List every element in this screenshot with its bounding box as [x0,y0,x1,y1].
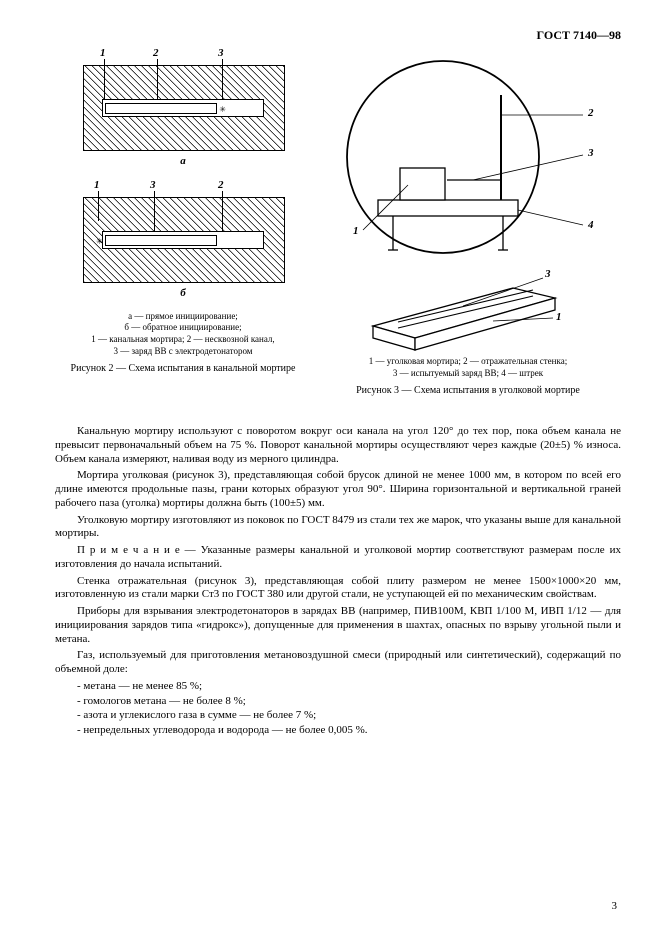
fig3-circle: 2 3 4 1 [333,55,603,260]
para: Мортира уголковая (рисунок 3), представл… [55,469,621,510]
sub-b: б [180,287,186,301]
para: Канальную мортиру используют с поворотом… [55,425,621,466]
fig2-legend: а — прямое инициирование; б — обратное и… [91,311,274,358]
body-text: Канальную мортиру используют с поворотом… [55,425,621,738]
figure-3: 2 3 4 1 3 1 1 — уголковая мортира; 2 [318,49,618,419]
channel: ✳ [102,99,264,117]
hatched-block: ✳ [83,197,285,283]
channel: ✳ [102,231,264,249]
leader-3d: 3 [545,268,551,282]
para: Газ, используемый для приготовления мета… [55,649,621,677]
para: Стенка отражательная (рисунок 3), предст… [55,575,621,603]
figure-2: 1 2 3 ✳ а 3 1 2 [58,49,308,419]
para: Приборы для взрывания электродетонаторов… [55,605,621,646]
legend-line: а — прямое инициирование; [91,311,274,323]
gas-list: - метана — не менее 85 %; - гомологов ме… [55,680,621,738]
detonator-icon: ✳ [219,105,226,115]
note: П р и м е ч а н и е — Указанные размеры … [55,544,621,572]
leader-1d: 1 [556,311,562,325]
fig2-title: Рисунок 2 — Схема испытания в канальной … [71,363,296,376]
hatched-block: ✳ [83,65,285,151]
doc-header: ГОСТ 7140—98 [55,28,621,43]
page-number: 3 [612,900,618,914]
leader-1c: 1 [353,225,359,239]
detonator-icon: ✳ [96,237,103,247]
legend-line: 1 — канальная мортира; 2 — несквозной ка… [91,334,274,346]
legend-line: 3 — заряд ВВ с электродетонатором [91,346,274,358]
list-item: - непредельных углеводорода и водорода —… [77,724,621,738]
fig3-svg-top [333,55,603,260]
charge: ✳ [105,235,217,246]
leader-2c: 2 [588,107,594,121]
list-item: - азота и углекислого газа в сумме — не … [77,709,621,723]
legend-line: б — обратное инициирование; [91,322,274,334]
leader-3c: 3 [588,147,594,161]
fig3-title: Рисунок 3 — Схема испытания в уголковой … [356,385,580,398]
leader-4c: 4 [588,219,594,233]
list-item: - гомологов метана — не более 8 %; [77,695,621,709]
fig2-panel-a: 1 2 3 ✳ [68,51,298,153]
fig3-legend: 1 — уголковая мортира; 2 — отражательная… [369,356,567,379]
fig2-panel-b: 3 1 2 ✳ [68,183,298,285]
list-item: - метана — не менее 85 %; [77,680,621,694]
sub-a: а [180,155,186,169]
fig3-ugolok: 3 1 [343,266,593,346]
page: ГОСТ 7140—98 1 2 3 ✳ а [0,0,661,936]
figures-row: 1 2 3 ✳ а 3 1 2 [55,49,621,419]
para: Уголковую мортиру изготовляют из поковок… [55,514,621,542]
charge: ✳ [105,103,217,114]
fig3-svg-bot [343,266,593,352]
